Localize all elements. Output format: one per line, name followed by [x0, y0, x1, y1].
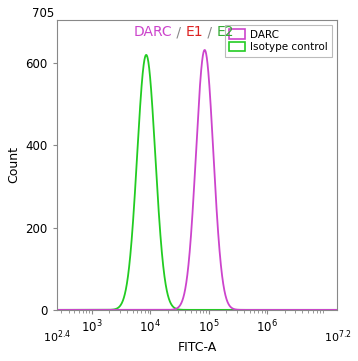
Text: DARC: DARC — [133, 25, 172, 39]
Text: $10^{7.2}$: $10^{7.2}$ — [324, 329, 351, 345]
Y-axis label: Count: Count — [7, 147, 20, 183]
Legend: DARC, Isotype control: DARC, Isotype control — [225, 25, 332, 57]
Text: 705: 705 — [32, 7, 54, 20]
X-axis label: FITC-A: FITC-A — [178, 341, 217, 354]
Text: E2: E2 — [216, 25, 234, 39]
Text: /: / — [203, 25, 216, 39]
Text: /: / — [172, 25, 185, 39]
Text: $10^{2.4}$: $10^{2.4}$ — [43, 329, 71, 345]
Text: E1: E1 — [185, 25, 203, 39]
